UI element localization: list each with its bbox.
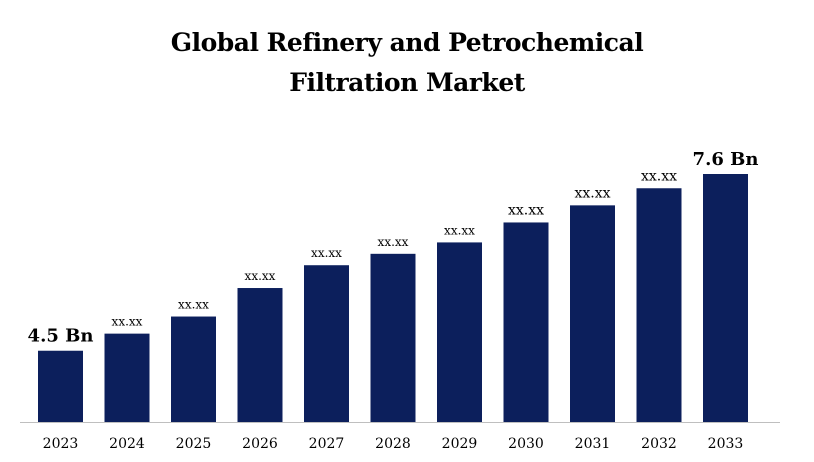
x-tick-label-2027: 2027	[309, 436, 345, 452]
x-tick-label-2030: 2030	[508, 436, 544, 452]
chart-title-line-1: Global Refinery and Petrochemical	[170, 28, 644, 57]
bar-2031	[570, 205, 615, 422]
x-tick-label-2032: 2032	[641, 436, 677, 452]
x-tick-label-2023: 2023	[43, 436, 79, 452]
chart-title-line-2: Filtration Market	[289, 68, 525, 97]
data-label-2033: 7.6 Bn	[693, 149, 759, 170]
bar-2023	[38, 350, 83, 422]
x-tick-label-2026: 2026	[242, 436, 278, 452]
x-tick-label-2024: 2024	[109, 436, 145, 452]
bar-2032	[636, 188, 682, 422]
data-label-2025: xx.xx	[178, 298, 209, 312]
bar-2033	[703, 174, 748, 422]
x-tick-label-2033: 2033	[708, 436, 744, 452]
data-label-2028: xx.xx	[378, 235, 409, 249]
bar-2029	[437, 242, 482, 422]
data-label-2026: xx.xx	[245, 269, 276, 283]
bar-2025	[171, 316, 216, 422]
x-tick-label-2029: 2029	[442, 436, 478, 452]
data-label-2023: 4.5 Bn	[28, 326, 94, 347]
data-label-2032: xx.xx	[641, 168, 677, 184]
bar-2026	[237, 288, 283, 422]
bar-2030	[503, 222, 549, 422]
data-label-2027: xx.xx	[311, 246, 342, 260]
bar-2024	[104, 333, 150, 422]
x-tick-label-2031: 2031	[575, 436, 611, 452]
data-label-2024: xx.xx	[112, 315, 143, 329]
x-tick-label-2025: 2025	[176, 436, 212, 452]
data-label-2030: xx.xx	[508, 202, 544, 218]
bar-2028	[370, 253, 416, 422]
x-tick-label-2028: 2028	[375, 436, 411, 452]
data-label-2031: xx.xx	[574, 185, 610, 201]
data-label-2029: xx.xx	[444, 223, 475, 237]
bar-2027	[304, 265, 349, 422]
